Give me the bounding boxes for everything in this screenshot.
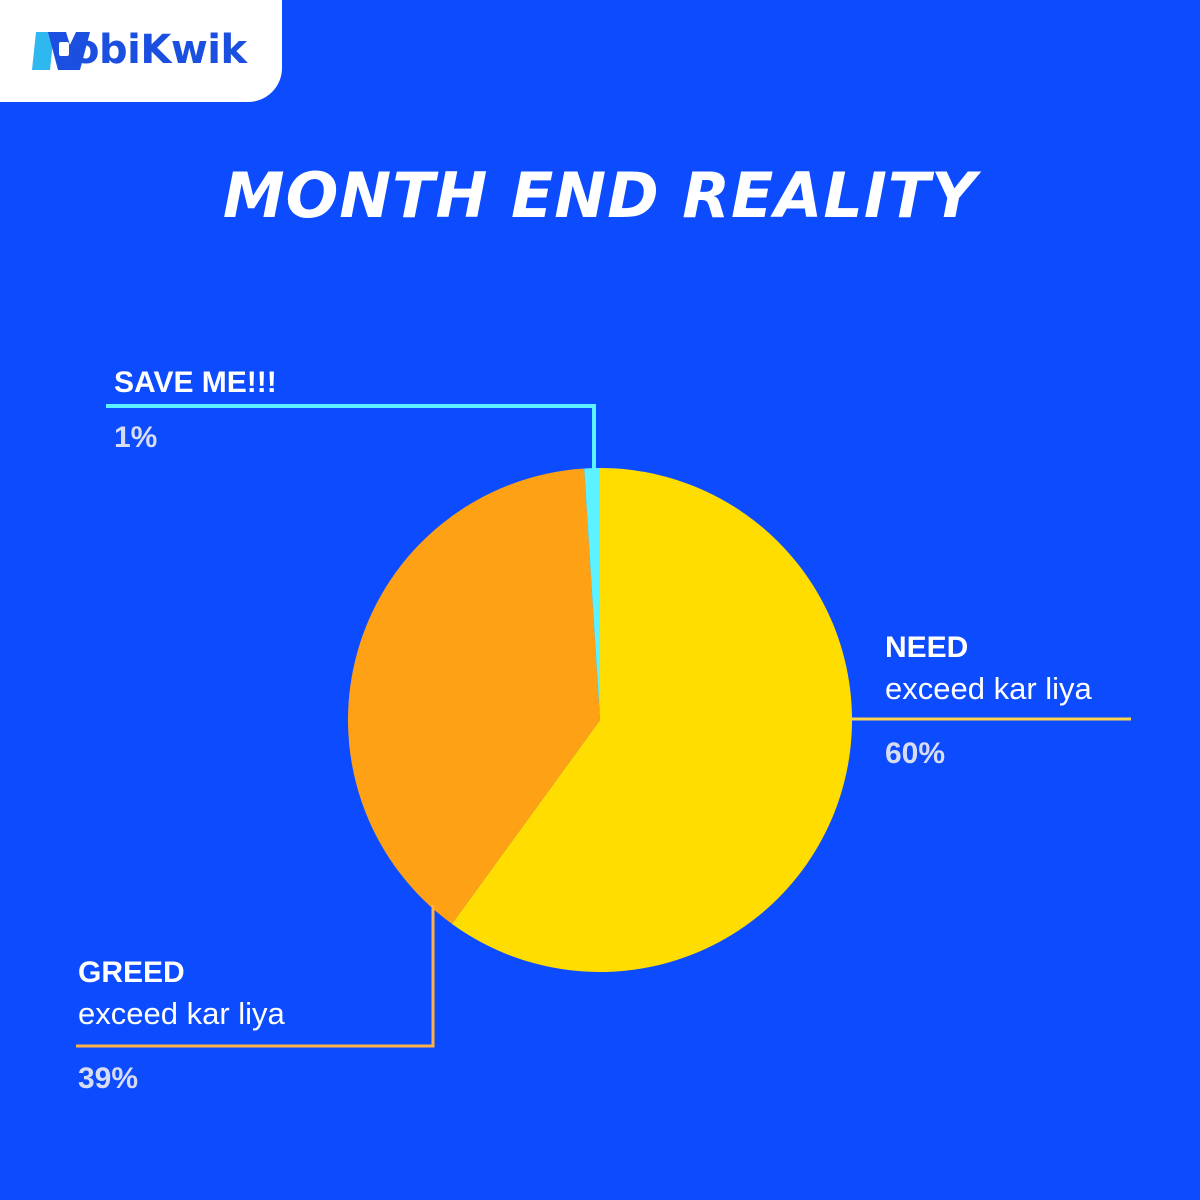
leader-line-greed bbox=[76, 905, 435, 1048]
label-greed-sub: exceed kar liya bbox=[78, 996, 285, 1031]
mobikwik-logo-icon bbox=[32, 32, 90, 70]
label-save-value: 1% bbox=[114, 421, 158, 454]
pie-slice-greed bbox=[348, 468, 600, 924]
label-need-sub: exceed kar liya bbox=[885, 671, 1092, 706]
brand-wordmark: obiKwik bbox=[72, 27, 247, 73]
label-need-name: NEED bbox=[885, 631, 969, 664]
label-save-name: SAVE ME!!! bbox=[114, 366, 277, 399]
chart-title: MONTH END REALITY bbox=[222, 159, 978, 232]
label-greed-name: GREED bbox=[78, 956, 185, 989]
pie-slice-need bbox=[451, 468, 853, 972]
leader-line-save bbox=[106, 404, 596, 478]
label-greed-value: 39% bbox=[78, 1062, 139, 1095]
pie-slice-save-me bbox=[584, 468, 600, 720]
label-need-value: 60% bbox=[885, 737, 946, 770]
brand-logo-tab: obiKwik bbox=[0, 0, 282, 102]
